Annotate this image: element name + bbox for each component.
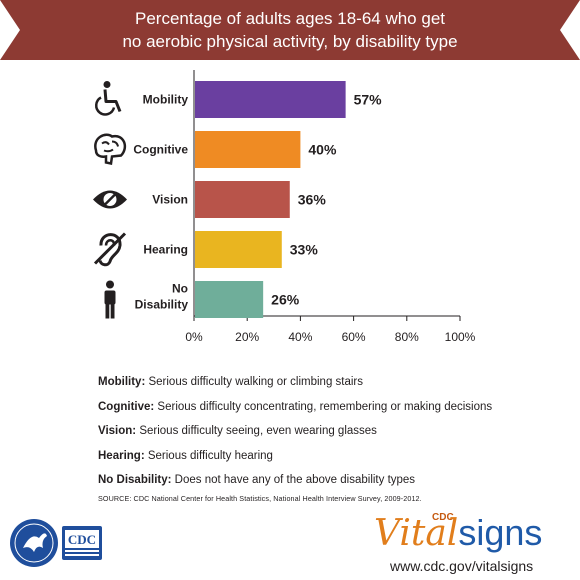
legend-term: Cognitive: — [98, 400, 155, 413]
chart-title-line-1: Percentage of adults ages 18-64 who get — [135, 9, 445, 28]
vitalsigns-cdc-label: CDC — [432, 512, 454, 523]
x-tick-label: 40% — [288, 330, 312, 344]
bar-mobility — [195, 81, 346, 118]
bar-hearing — [195, 231, 282, 268]
ear-slash-icon — [93, 232, 127, 267]
legend-desc: Serious difficulty hearing — [144, 449, 273, 462]
x-tick-label: 0% — [185, 330, 203, 344]
category-label: Vision — [152, 193, 188, 207]
legend-row-hearing: Hearing: Serious difficulty hearing — [98, 450, 558, 475]
x-tick-label: 100% — [445, 330, 476, 344]
bar-none — [195, 281, 264, 318]
category-label: Cognitive — [133, 143, 188, 157]
cdc-logo-icon[interactable]: CDC — [62, 526, 102, 560]
legend-term: Mobility: — [98, 376, 146, 388]
wheelchair-icon — [94, 81, 122, 116]
bar-vision — [195, 181, 290, 218]
legend-desc: Does not have any of the above disabilit… — [171, 474, 416, 486]
legend-desc: Serious difficulty concentrating, rememb… — [154, 400, 493, 413]
data-label: 33% — [290, 242, 319, 258]
x-tick-label: 60% — [342, 330, 366, 344]
category-label: No — [172, 282, 188, 296]
bar-chart: 0% 20% 40% 60% 80% 100% 57% Mobility 40% Cognitiv… — [93, 70, 476, 344]
vitalsigns-word-signs: signs — [458, 512, 543, 553]
hhs-eagle-logo-icon[interactable] — [9, 518, 59, 568]
vitalsigns-word-vital: Vital — [374, 513, 459, 554]
legend-row-cognitive: Cognitive: Serious difficulty concentrat… — [98, 401, 558, 426]
data-label: 26% — [271, 292, 300, 308]
bar-cognitive — [195, 131, 301, 168]
x-tick-label: 80% — [395, 330, 419, 344]
vitalsigns-wordmark[interactable]: Vitalsigns — [374, 512, 542, 554]
legend-row-vision: Vision: Serious difficulty seeing, even … — [98, 425, 558, 450]
legend-desc: Serious difficulty seeing, even wearing … — [136, 425, 377, 437]
brain-icon — [94, 133, 127, 165]
data-label: 40% — [308, 142, 337, 158]
chart-title-line-2: no aerobic physical activity, by disabil… — [122, 32, 458, 51]
data-label: 57% — [354, 92, 383, 108]
category-label: Mobility — [143, 93, 189, 107]
source-note: SOURCE: CDC National Center for Health S… — [98, 494, 422, 503]
category-label: Disability — [135, 298, 189, 312]
cdc-logo-text: CDC — [68, 532, 96, 547]
category-label: Hearing — [143, 243, 188, 257]
eye-slash-icon — [93, 190, 127, 209]
vitalsigns-url[interactable]: www.cdc.gov/vitalsigns — [390, 558, 534, 574]
legend-row-no-disability: No Disability: Does not have any of the … — [98, 474, 558, 499]
legend-term: Vision: — [98, 425, 137, 437]
legend-term: Hearing: — [98, 449, 145, 462]
legend-term: No Disability: — [98, 474, 172, 486]
x-tick-label: 20% — [235, 330, 259, 344]
data-label: 36% — [298, 192, 327, 208]
legend-desc: Serious difficulty walking or climbing s… — [145, 376, 364, 388]
chart-title: Percentage of adults ages 18-64 who get … — [0, 7, 580, 53]
legend-row-mobility: Mobility: Serious difficulty walking or … — [98, 376, 558, 401]
title-banner — [0, 0, 580, 60]
person-icon — [104, 280, 116, 319]
definitions-legend: Mobility: Serious difficulty walking or … — [98, 376, 558, 499]
